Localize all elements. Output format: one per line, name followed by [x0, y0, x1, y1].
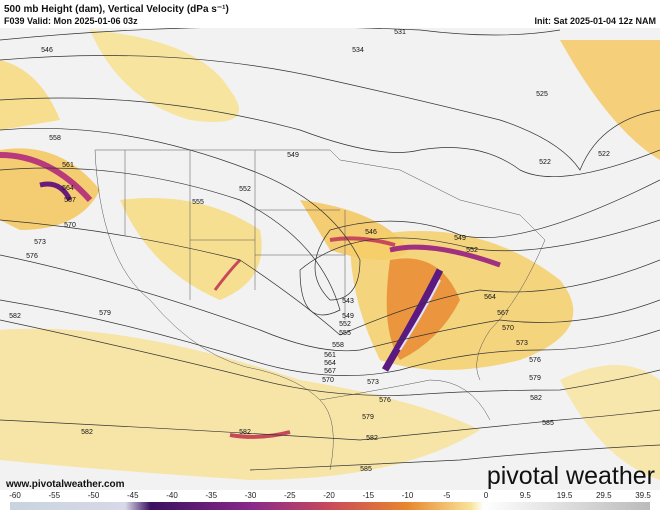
contour-label: 582 [239, 429, 251, 436]
contour-label: 522 [539, 159, 551, 166]
colorbar-tick-label: -15 [362, 491, 374, 500]
contour-label: 558 [332, 342, 344, 349]
contour-label: 567 [497, 310, 509, 317]
website: www.pivotalweather.com [5, 479, 125, 490]
colorbar-tick-label: 9.5 [520, 491, 532, 500]
colorbar-tick-label: -45 [127, 491, 139, 500]
colorbar-tick-label: -25 [284, 491, 296, 500]
contour-label: 576 [529, 357, 541, 364]
contour-label: 582 [530, 395, 542, 402]
contour-label: 552 [339, 321, 351, 328]
contour-label: 549 [454, 235, 466, 242]
contour-label: 567 [64, 197, 76, 204]
borders [94, 149, 546, 471]
contour-label: 549 [287, 152, 299, 159]
contour-label: 555 [192, 199, 204, 206]
contour-label: 555 [339, 330, 351, 337]
colorbar-tick-label: 0 [484, 491, 489, 500]
contour-label: 546 [365, 229, 377, 236]
contour-label: 582 [9, 313, 21, 320]
contour-label: 549 [342, 313, 354, 320]
velocity-shading [0, 30, 660, 480]
contour-label: 585 [542, 420, 554, 427]
logo: pivotal weather [487, 462, 655, 490]
colorbar-tick-label: -20 [323, 491, 335, 500]
contour-label: 579 [362, 414, 374, 421]
contour-label: 525 [536, 91, 548, 98]
contour-label: 564 [324, 360, 336, 367]
contour-label: 573 [367, 379, 379, 386]
contour-label: 579 [529, 375, 541, 382]
colorbar-tick-label: -30 [245, 491, 257, 500]
contour-label: 522 [598, 151, 610, 158]
colorbar-tick-label: -5 [443, 491, 451, 500]
contour-label: 552 [466, 247, 478, 254]
contour-label: 582 [81, 429, 93, 436]
colorbar-tick-label: -55 [48, 491, 60, 500]
colorbar-tick-label: -10 [402, 491, 414, 500]
valid-time: F039 Valid: Mon 2025-01-06 03z [4, 16, 138, 26]
contour-label: 567 [324, 368, 336, 375]
colorbar-tick-label: 19.5 [557, 491, 573, 500]
contour-label: 558 [49, 135, 61, 142]
contour-label: 570 [64, 222, 76, 229]
colorbar-tick-label: 39.5 [635, 491, 651, 500]
header-bar [0, 0, 660, 28]
contour-label: 564 [62, 185, 74, 192]
colorbar-tick-label: -50 [88, 491, 100, 500]
contour-label: 582 [366, 435, 378, 442]
colorbar-tick-label: -35 [205, 491, 217, 500]
contour-label: 561 [62, 162, 74, 169]
contour-label: 534 [352, 47, 364, 54]
contour-label: 552 [239, 186, 251, 193]
contour-label: 573 [34, 239, 46, 246]
contour-label: 531 [394, 29, 406, 36]
contour-label: 564 [484, 294, 496, 301]
contour-label: 561 [324, 352, 336, 359]
colorbar-tick-label: 29.5 [596, 491, 612, 500]
contour-label: 585 [360, 466, 372, 473]
contour-label: 543 [342, 298, 354, 305]
colorbar [10, 502, 650, 510]
colorbar-tick-label: -60 [9, 491, 21, 500]
contour-label: 576 [26, 253, 38, 260]
height-contours [0, 26, 660, 471]
contour-label: 576 [379, 397, 391, 404]
init-time: Init: Sat 2025-01-04 12z NAM [534, 16, 656, 26]
colorbar-tick-label: -40 [166, 491, 178, 500]
contour-label: 573 [516, 340, 528, 347]
contour-label: 570 [322, 377, 334, 384]
map-title: 500 mb Height (dam), Vertical Velocity (… [4, 4, 229, 15]
contour-label: 570 [502, 325, 514, 332]
contour-label: 546 [41, 47, 53, 54]
contour-label: 579 [99, 310, 111, 317]
